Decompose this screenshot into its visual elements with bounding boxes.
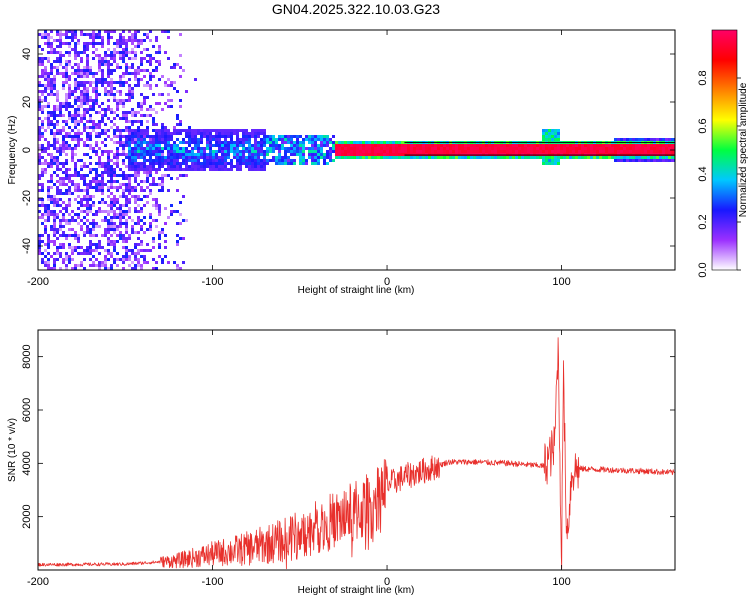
snr-xtick-label: -200 <box>27 576 49 588</box>
spectrogram-ytick-label: -40 <box>21 238 33 254</box>
spectrogram-xtick-label: -200 <box>27 276 49 288</box>
snr-frame <box>37 329 676 571</box>
snr-plot-area <box>38 337 675 570</box>
snr-ytick-label: 6000 <box>21 398 33 422</box>
colorbar-tick-label: 0.8 <box>697 70 709 85</box>
snr-ylabel: SNR (10 * v/v) <box>7 418 18 482</box>
snr-xtick-label: 0 <box>384 576 390 588</box>
chart-title: GN04.2025.322.10.03.G23 <box>272 1 440 17</box>
colorbar-gradient <box>712 30 737 270</box>
colorbar-frame <box>711 29 738 271</box>
spectrogram-ytick-label: 20 <box>21 96 33 108</box>
colorbar-ticks: 0.0 0.2 0.4 0.6 0.8 <box>697 70 741 278</box>
snr-ticks: -200 -100 0 100 2000 4000 6000 8000 <box>21 330 675 588</box>
spectrogram-ytick-label: -20 <box>21 190 33 206</box>
snr-ytick-label: 2000 <box>21 504 33 528</box>
snr-xtick-label: -100 <box>202 576 224 588</box>
snr-series-line <box>38 337 675 570</box>
spectrogram-heatmap <box>38 30 675 270</box>
spectrogram-ytick-label: 40 <box>21 48 33 60</box>
colorbar: 0.0 0.2 0.4 0.6 0.8 Normalized spectral ampl… <box>697 29 749 278</box>
snr-background <box>38 330 675 570</box>
snr-xlabel: Height of straight line (km) <box>298 585 415 596</box>
colorbar-tick-label: 0.0 <box>697 262 709 277</box>
colorbar-tick-label: 0.4 <box>697 166 709 181</box>
spectrogram-ytick-label: 0 <box>21 147 33 153</box>
snr-ytick-label: 8000 <box>21 344 33 368</box>
colorbar-tick-label: 0.6 <box>697 118 709 133</box>
spectrogram-xtick-label: 100 <box>552 276 570 288</box>
spectrogram-xlabel: Height of straight line (km) <box>298 285 415 296</box>
spectrogram-xtick-label: -100 <box>202 276 224 288</box>
spectrogram-xtick-label: 0 <box>384 276 390 288</box>
colorbar-tick-label: 0.2 <box>697 214 709 229</box>
spectrogram-ylabel: Frequency (Hz) <box>7 116 18 185</box>
snr-panel: -200 -100 0 100 2000 4000 6000 8000 Height of s… <box>7 329 676 596</box>
colorbar-label: Normalized spectral amplitude <box>738 82 749 217</box>
snr-xtick-label: 100 <box>552 576 570 588</box>
snr-ytick-label: 4000 <box>21 451 33 475</box>
